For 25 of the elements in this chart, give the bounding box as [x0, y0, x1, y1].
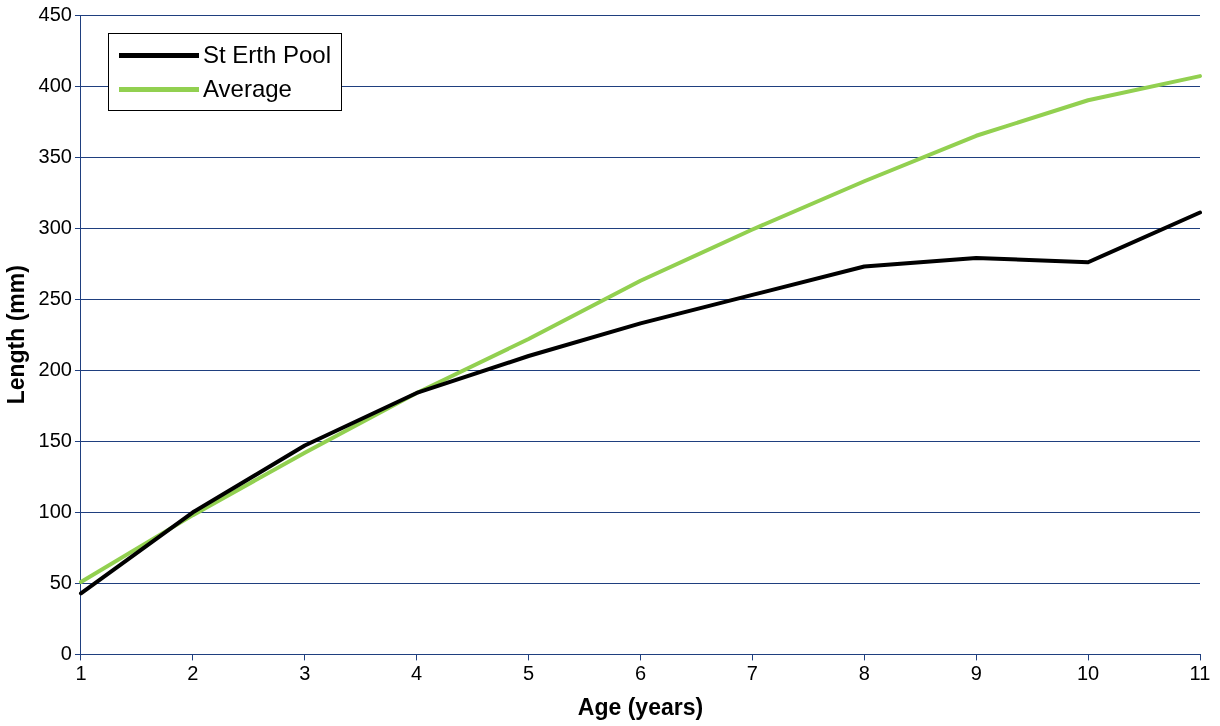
x-axis-title: Age (years) — [577, 693, 704, 720]
x-tick-label: 9 — [970, 661, 982, 684]
x-tick-label: 7 — [746, 661, 758, 684]
x-tick-label: 4 — [411, 661, 423, 684]
x-tick-label: 6 — [634, 661, 647, 684]
y-axis-title: Length (mm) — [3, 265, 30, 405]
x-tick-label: 2 — [187, 661, 199, 684]
y-tick-label: 250 — [38, 286, 72, 309]
x-tick-label: 11 — [1189, 661, 1211, 684]
legend-label: St Erth Pool — [202, 41, 332, 69]
x-tick-label: 3 — [299, 661, 311, 684]
y-tick-label: 300 — [38, 215, 72, 238]
y-tick-label: 50 — [49, 570, 72, 593]
y-tick-label: 100 — [38, 499, 72, 522]
legend-label: Average — [202, 75, 292, 103]
y-tick-label: 150 — [38, 428, 72, 451]
y-tick-label: 0 — [60, 641, 72, 664]
y-tick-label: 400 — [38, 73, 72, 96]
y-tick-label: 450 — [38, 2, 72, 25]
x-tick-label: 1 — [75, 661, 87, 684]
x-tick-label: 10 — [1076, 661, 1100, 684]
y-tick-label: 350 — [38, 144, 72, 167]
y-tick-label: 200 — [38, 357, 72, 380]
x-tick-label: 8 — [858, 661, 870, 684]
x-tick-label: 5 — [523, 661, 535, 684]
